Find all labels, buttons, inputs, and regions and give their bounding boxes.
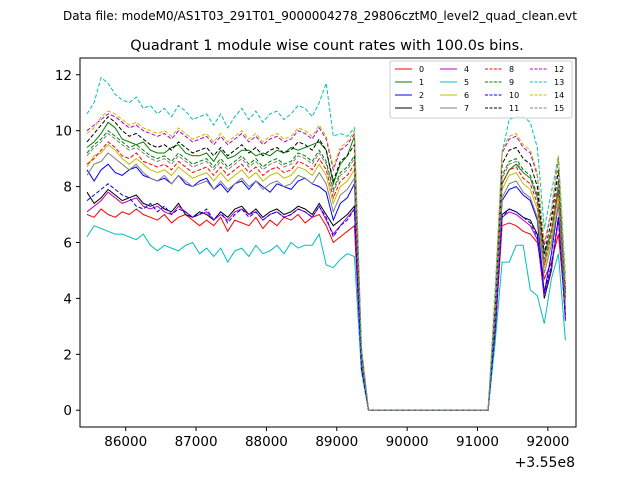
legend-label-2: 2 — [419, 91, 424, 100]
series-line-10 — [86, 183, 566, 411]
y-tick-label: 12 — [55, 68, 72, 84]
x-offset-label: +3.55e8 — [515, 455, 575, 471]
y-tick-label: 2 — [63, 347, 72, 363]
y-tick-label: 10 — [55, 124, 72, 140]
y-tick-label: 4 — [63, 291, 72, 307]
plot-area: 86000 87000 88000 89000 90000 91000 92000 0 2 4 6… — [55, 57, 577, 471]
legend-label-7: 7 — [464, 104, 469, 113]
x-tick-label: 87000 — [175, 434, 218, 450]
legend-label-10: 10 — [509, 91, 519, 100]
legend-label-0: 0 — [419, 65, 424, 74]
x-tick-label: 91000 — [456, 434, 499, 450]
legend-label-9: 9 — [509, 78, 514, 87]
series-line-9 — [86, 130, 566, 411]
legend-label-15: 15 — [554, 104, 564, 113]
legend-label-3: 3 — [419, 104, 424, 113]
legend-label-1: 1 — [419, 78, 424, 87]
x-tick-label: 86000 — [104, 434, 147, 450]
x-axis: 86000 87000 88000 89000 90000 91000 92000 — [104, 427, 569, 450]
series-line-15 — [86, 132, 566, 411]
data-file-header: Data file: modeM0/AS1T03_291T01_90000042… — [63, 9, 577, 23]
legend-label-6: 6 — [464, 91, 469, 100]
y-tick-label: 8 — [63, 180, 72, 196]
legend-label-11: 11 — [509, 104, 519, 113]
legend-label-14: 14 — [554, 91, 564, 100]
legend-label-8: 8 — [509, 65, 514, 74]
y-axis: 0 2 4 6 8 10 12 — [55, 68, 80, 419]
legend-label-12: 12 — [554, 65, 564, 74]
legend-label-4: 4 — [464, 65, 469, 74]
y-tick-label: 0 — [63, 403, 72, 419]
legend-box — [389, 60, 573, 119]
series-layer — [86, 76, 566, 411]
x-tick-label: 89000 — [315, 434, 358, 450]
x-tick-label: 90000 — [386, 434, 429, 450]
y-tick-label: 6 — [63, 236, 72, 252]
chart-title: Quadrant 1 module wise count rates with … — [130, 38, 524, 54]
x-tick-label: 92000 — [526, 434, 569, 450]
legend-label-13: 13 — [554, 78, 564, 87]
legend-label-5: 5 — [464, 78, 469, 87]
x-tick-label: 88000 — [245, 434, 288, 450]
